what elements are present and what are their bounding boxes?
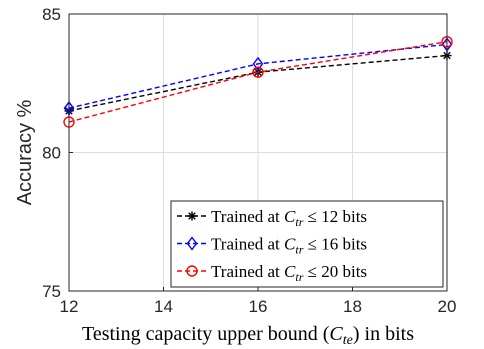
legend: Trained at Ctr ≤ 12 bits Trained at Ctr ≤… <box>170 200 444 288</box>
x-tick-label: 12 <box>60 297 79 316</box>
series-2 <box>63 37 453 116</box>
y-tick-label: 80 <box>42 144 61 163</box>
data-point-diamond <box>252 56 264 72</box>
y-axis-label: Accuracy % <box>14 99 36 205</box>
legend-marker-circle <box>186 265 198 277</box>
x-tick-label: 20 <box>438 297 457 316</box>
legend-item: Trained at Ctr ≤ 12 bits <box>177 207 367 229</box>
y-tick-label: 85 <box>42 5 61 24</box>
plot-area-frame <box>68 13 448 292</box>
x-tick-labels: 12 14 16 18 20 <box>60 287 457 316</box>
legend-box <box>170 200 444 288</box>
legend-marker-diamond <box>186 236 198 251</box>
legend-marker-asterisk <box>187 211 197 221</box>
y-tick-label: 75 <box>42 282 61 301</box>
legend-item: Trained at Ctr ≤ 20 bits <box>177 262 367 284</box>
legend-item: Trained at Ctr ≤ 16 bits <box>177 235 367 257</box>
series-layer <box>63 36 453 128</box>
x-axis-label: Testing capacity upper bound (Cte) in bi… <box>82 323 414 348</box>
data-point-circle <box>252 66 264 78</box>
x-tick-label: 18 <box>343 297 362 316</box>
legend-label: Trained at Ctr ≤ 16 bits <box>211 235 367 257</box>
y-tick-labels: 75 80 85 <box>42 5 73 301</box>
x-tick-label: 14 <box>154 297 173 316</box>
series-line <box>68 43 448 109</box>
legend-label: Trained at Ctr ≤ 20 bits <box>211 262 367 284</box>
legend-label: Trained at Ctr ≤ 12 bits <box>211 207 367 229</box>
series-line <box>68 41 448 123</box>
x-tick-label: 16 <box>249 297 268 316</box>
